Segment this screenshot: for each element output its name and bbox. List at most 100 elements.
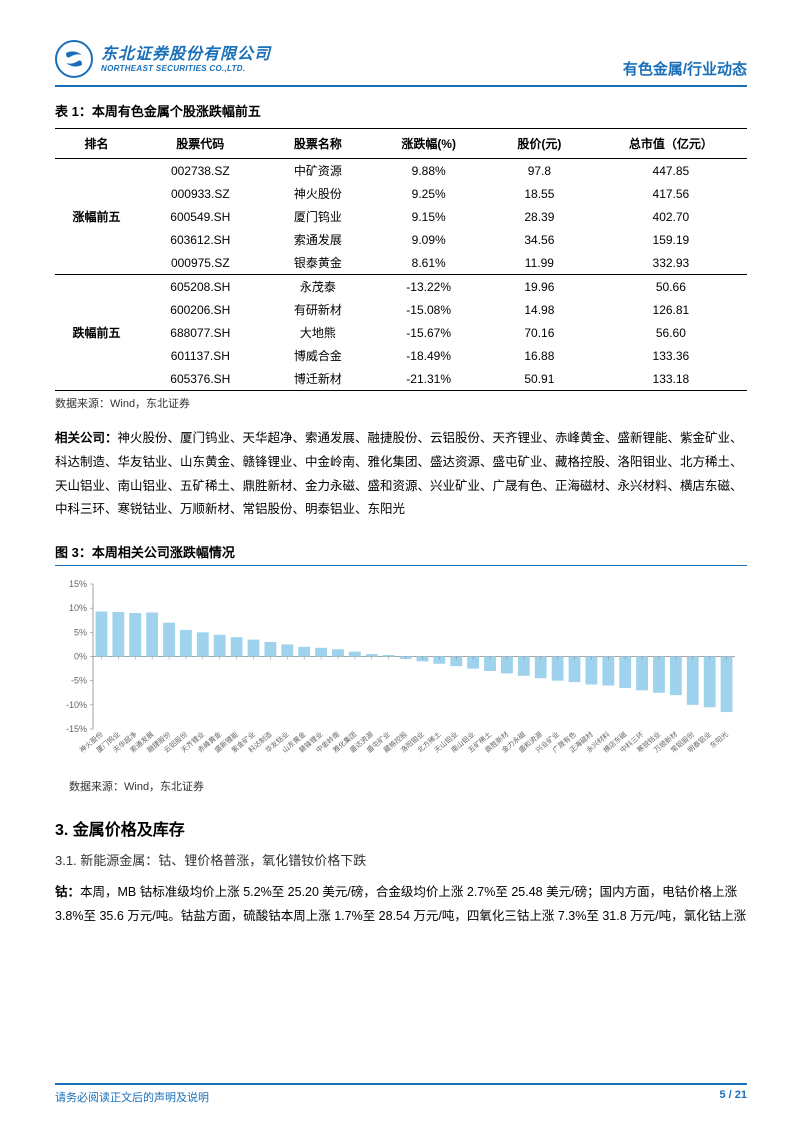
cell: 博迁新材 — [263, 367, 374, 391]
page-number: 5 / 21 — [719, 1089, 747, 1105]
header-category: 有色金属/行业动态 — [623, 40, 747, 79]
table-row: 601137.SH博威合金-18.49%16.88133.36 — [55, 344, 747, 367]
table-row: 涨幅前五002738.SZ中矿资源9.88%97.8447.85 — [55, 159, 747, 183]
cell: 50.91 — [484, 367, 595, 391]
cell: 永茂泰 — [263, 275, 374, 299]
cell: 159.19 — [595, 228, 747, 251]
cell: 14.98 — [484, 298, 595, 321]
cell: -13.22% — [373, 275, 484, 299]
cell: 000975.SZ — [138, 251, 263, 275]
cell: 9.25% — [373, 182, 484, 205]
cell: 002738.SZ — [138, 159, 263, 183]
svg-text:10%: 10% — [69, 603, 87, 613]
table-row: 603612.SH索通发展9.09%34.56159.19 — [55, 228, 747, 251]
cell: 厦门钨业 — [263, 205, 374, 228]
cell: 447.85 — [595, 159, 747, 183]
cell: 126.81 — [595, 298, 747, 321]
logo-section: 东北证券股份有限公司 NORTHEAST SECURITIES CO.,LTD. — [55, 40, 271, 78]
col-name: 股票名称 — [263, 129, 374, 159]
cell: -15.67% — [373, 321, 484, 344]
cell: 28.39 — [484, 205, 595, 228]
section-3-heading: 3. 金属价格及库存 — [55, 816, 747, 840]
group-label: 涨幅前五 — [55, 159, 138, 275]
body-label: 钴： — [55, 885, 80, 899]
table-row: 000975.SZ银泰黄金8.61%11.99332.93 — [55, 251, 747, 275]
page-header: 东北证券股份有限公司 NORTHEAST SECURITIES CO.,LTD.… — [55, 40, 747, 87]
cell: 133.36 — [595, 344, 747, 367]
body-paragraph: 钴：本周，MB 钴标准级均价上涨 5.2%至 25.20 美元/磅，合金级均价上… — [55, 881, 747, 929]
cell: 8.61% — [373, 251, 484, 275]
company-logo-icon — [55, 40, 93, 78]
cell: 56.60 — [595, 321, 747, 344]
cell: 19.96 — [484, 275, 595, 299]
table-row: 600549.SH厦门钨业9.15%28.39402.70 — [55, 205, 747, 228]
cell: -21.31% — [373, 367, 484, 391]
section-3-1: 3.1. 新能源金属：钴、锂价格普涨，氧化镨钕价格下跌 — [55, 850, 747, 869]
svg-text:15%: 15% — [69, 579, 87, 589]
cell: 332.93 — [595, 251, 747, 275]
col-price: 股价(元) — [484, 129, 595, 159]
cell: -18.49% — [373, 344, 484, 367]
cell: 97.8 — [484, 159, 595, 183]
cell: 601137.SH — [138, 344, 263, 367]
svg-text:东阳光: 东阳光 — [708, 730, 730, 750]
company-name-cn: 东北证券股份有限公司 — [101, 45, 271, 64]
cell: 中矿资源 — [263, 159, 374, 183]
page-footer: 请务必阅读正文后的声明及说明 5 / 21 — [55, 1083, 747, 1105]
chart-source: 数据来源：Wind，东北证券 — [69, 778, 747, 794]
cell: 688077.SH — [138, 321, 263, 344]
cell: 600206.SH — [138, 298, 263, 321]
svg-text:5%: 5% — [74, 627, 87, 637]
svg-text:-15%: -15% — [66, 724, 87, 734]
col-pct: 涨跌幅(%) — [373, 129, 484, 159]
cell: 70.16 — [484, 321, 595, 344]
cell: 000933.SZ — [138, 182, 263, 205]
table-row: 605376.SH博迁新材-21.31%50.91133.18 — [55, 367, 747, 391]
svg-text:-10%: -10% — [66, 700, 87, 710]
cell: 402.70 — [595, 205, 747, 228]
cell: 605376.SH — [138, 367, 263, 391]
company-name-en: NORTHEAST SECURITIES CO.,LTD. — [101, 64, 271, 74]
svg-text:-5%: -5% — [71, 676, 87, 686]
chart-container: 15%10%5%0%-5%-10%-15%神火股份厦门钨业天华超净索通发展融捷股… — [55, 574, 747, 774]
related-companies: 相关公司：神火股份、厦门钨业、天华超净、索通发展、融捷股份、云铝股份、天齐锂业、… — [55, 427, 747, 522]
cell: 600549.SH — [138, 205, 263, 228]
cell: 大地熊 — [263, 321, 374, 344]
body-content: 本周，MB 钴标准级均价上涨 5.2%至 25.20 美元/磅，合金级均价上涨 … — [55, 885, 746, 923]
table-row: 688077.SH大地熊-15.67%70.1656.60 — [55, 321, 747, 344]
related-text: 神火股份、厦门钨业、天华超净、索通发展、融捷股份、云铝股份、天齐锂业、赤峰黄金、… — [55, 431, 743, 516]
related-label: 相关公司： — [55, 431, 118, 445]
cell: 银泰黄金 — [263, 251, 374, 275]
col-code: 股票代码 — [138, 129, 263, 159]
group-label: 跌幅前五 — [55, 275, 138, 391]
cell: 603612.SH — [138, 228, 263, 251]
table-row: 600206.SH有研新材-15.08%14.98126.81 — [55, 298, 747, 321]
table-row: 000933.SZ神火股份9.25%18.55417.56 — [55, 182, 747, 205]
cell: 18.55 — [484, 182, 595, 205]
cell: 9.15% — [373, 205, 484, 228]
cell: 133.18 — [595, 367, 747, 391]
cell: 9.88% — [373, 159, 484, 183]
cell: 索通发展 — [263, 228, 374, 251]
cell: 博威合金 — [263, 344, 374, 367]
cell: 605208.SH — [138, 275, 263, 299]
cell: 9.09% — [373, 228, 484, 251]
cell: 417.56 — [595, 182, 747, 205]
col-cap: 总市值（亿元） — [595, 129, 747, 159]
svg-text:0%: 0% — [74, 652, 87, 662]
chart-title: 图 3：本周相关公司涨跌幅情况 — [55, 542, 747, 566]
table-title: 表 1：本周有色金属个股涨跌幅前五 — [55, 101, 747, 120]
cell: 16.88 — [484, 344, 595, 367]
cell: -15.08% — [373, 298, 484, 321]
col-rank: 排名 — [55, 129, 138, 159]
cell: 神火股份 — [263, 182, 374, 205]
cell: 50.66 — [595, 275, 747, 299]
stock-table: 排名 股票代码 股票名称 涨跌幅(%) 股价(元) 总市值（亿元） 涨幅前五00… — [55, 128, 747, 391]
table-source: 数据来源：Wind，东北证券 — [55, 395, 747, 411]
cell: 11.99 — [484, 251, 595, 275]
bar-chart: 15%10%5%0%-5%-10%-15%神火股份厦门钨业天华超净索通发展融捷股… — [55, 574, 745, 774]
table-row: 跌幅前五605208.SH永茂泰-13.22%19.9650.66 — [55, 275, 747, 299]
footer-disclaimer: 请务必阅读正文后的声明及说明 — [55, 1089, 209, 1105]
cell: 34.56 — [484, 228, 595, 251]
cell: 有研新材 — [263, 298, 374, 321]
